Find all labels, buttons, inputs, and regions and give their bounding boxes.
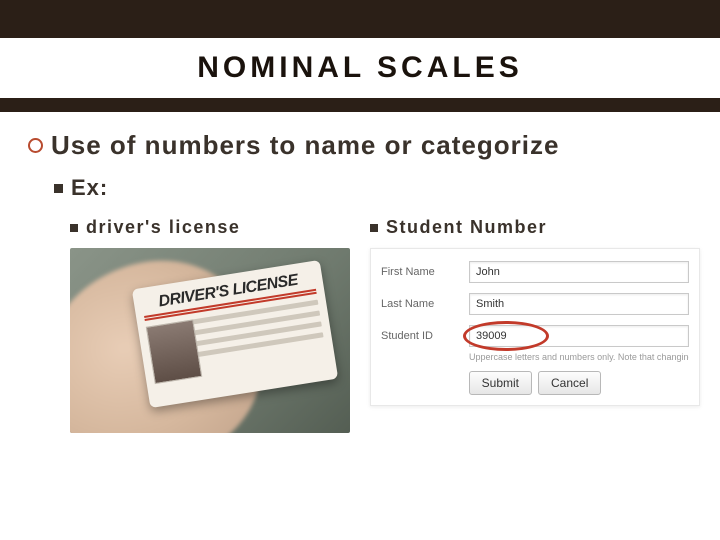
slide-title: NOMINAL SCALES xyxy=(197,51,522,85)
header-top-band xyxy=(0,0,720,38)
cancel-button[interactable]: Cancel xyxy=(538,371,601,395)
left-heading-row: driver's license xyxy=(70,217,350,238)
left-column: driver's license DRIVER'S LICENSE xyxy=(70,217,350,433)
submit-button[interactable]: Submit xyxy=(469,371,532,395)
main-bullet-row: Use of numbers to name or categorize xyxy=(28,130,698,161)
last-name-input[interactable]: Smith xyxy=(469,293,689,315)
drivers-license-image: DRIVER'S LICENSE xyxy=(70,248,350,433)
student-id-label: Student ID xyxy=(381,330,461,342)
square-bullet-icon xyxy=(370,224,378,232)
right-heading: Student Number xyxy=(386,217,547,238)
button-row: Submit Cancel xyxy=(381,371,689,395)
sub-bullet-text: Ex: xyxy=(71,175,108,201)
last-name-label: Last Name xyxy=(381,298,461,310)
title-strip: NOMINAL SCALES xyxy=(0,38,720,98)
last-name-row: Last Name Smith xyxy=(381,293,689,315)
circle-bullet-icon xyxy=(28,138,43,153)
main-bullet-text: Use of numbers to name or categorize xyxy=(51,130,559,161)
sub-bullet-row: Ex: xyxy=(54,175,698,201)
license-photo xyxy=(146,319,202,384)
first-name-input[interactable]: John xyxy=(469,261,689,283)
square-bullet-icon xyxy=(70,224,78,232)
header-under-band xyxy=(0,98,720,112)
left-heading: driver's license xyxy=(86,217,240,238)
first-name-row: First Name John xyxy=(381,261,689,283)
student-id-hint: Uppercase letters and numbers only. Note… xyxy=(469,351,689,363)
student-id-row: Student ID 39009 xyxy=(381,325,689,347)
first-name-label: First Name xyxy=(381,266,461,278)
student-form: First Name John Last Name Smith Student … xyxy=(370,248,700,406)
red-circle-annotation xyxy=(463,321,549,351)
right-column: Student Number First Name John Last Name… xyxy=(370,217,700,433)
content-area: Use of numbers to name or categorize Ex:… xyxy=(28,130,698,433)
square-bullet-icon xyxy=(54,184,63,193)
right-heading-row: Student Number xyxy=(370,217,700,238)
columns: driver's license DRIVER'S LICENSE Studen… xyxy=(70,217,698,433)
